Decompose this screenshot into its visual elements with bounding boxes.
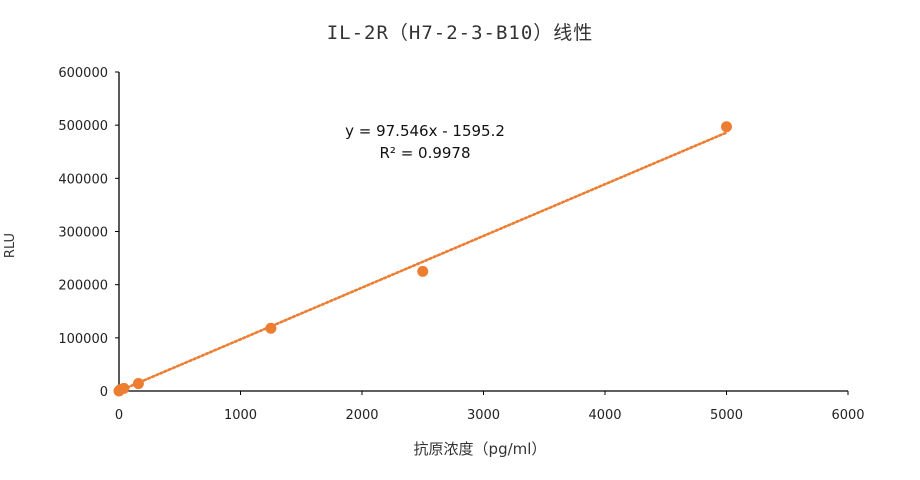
trendline-equation: y = 97.546x - 1595.2: [345, 122, 505, 140]
data-point: [132, 378, 144, 390]
trendline-r-squared: R² = 0.9978: [379, 144, 471, 162]
data-point: [417, 265, 429, 277]
x-tick-label: 4000: [588, 408, 621, 423]
y-axis-label: RLU: [3, 232, 19, 259]
x-tick-label: 5000: [710, 408, 743, 423]
trendline-equation-box: y = 97.546x - 1595.2 R² = 0.9978: [310, 120, 540, 164]
data-point: [265, 322, 277, 334]
x-tick-label: 0: [115, 408, 123, 423]
y-tick-label: 500000: [58, 119, 108, 134]
chart-title: IL-2R（H7-2-3-B10）线性: [326, 22, 594, 44]
data-point: [118, 382, 130, 394]
y-tick-label: 300000: [58, 226, 108, 241]
y-tick-label: 400000: [58, 172, 108, 187]
x-tick-label: 6000: [831, 408, 864, 423]
y-tick-label: 0: [100, 385, 108, 400]
y-tick-label: 600000: [58, 66, 108, 81]
data-point: [721, 121, 732, 133]
x-tick-label: 2000: [345, 408, 378, 423]
x-axis-label: 抗原浓度（pg/ml）: [413, 440, 547, 458]
x-tick-label: 1000: [224, 408, 257, 423]
x-tick-label: 3000: [467, 408, 500, 423]
y-tick-label: 200000: [58, 279, 108, 294]
y-tick-label: 100000: [58, 332, 108, 347]
trendline: [117, 131, 728, 393]
